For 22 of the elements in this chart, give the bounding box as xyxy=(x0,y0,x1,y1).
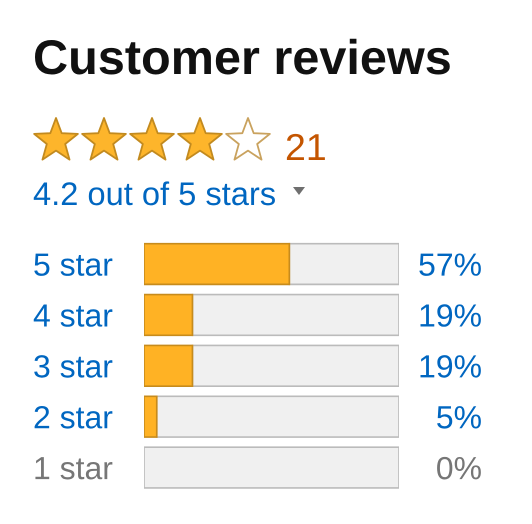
bar xyxy=(144,344,194,387)
bar xyxy=(156,395,399,438)
bar xyxy=(288,242,399,286)
bar xyxy=(192,294,399,336)
y-tick-label: 4 star xyxy=(34,304,112,327)
text: 4.2 out of 5 stars xyxy=(34,181,275,206)
bar xyxy=(144,446,399,489)
bar xyxy=(144,395,158,438)
data-label: 19% xyxy=(420,355,481,378)
y-tick-label: 3 star xyxy=(34,355,112,378)
data-label: 57% xyxy=(419,253,481,276)
bar xyxy=(192,344,399,387)
bar xyxy=(144,242,290,286)
data-label: 0% xyxy=(437,456,481,480)
data-label: 19% xyxy=(420,304,481,327)
chart-title: Customer reviews xyxy=(35,38,450,74)
y-tick-label: 1 star xyxy=(35,457,112,480)
data-label: 5% xyxy=(437,406,481,429)
y-tick-label: 2 star xyxy=(34,406,112,429)
text: 21 xyxy=(286,134,325,160)
bar xyxy=(144,294,194,336)
y-tick-label: 5 star xyxy=(34,254,112,276)
